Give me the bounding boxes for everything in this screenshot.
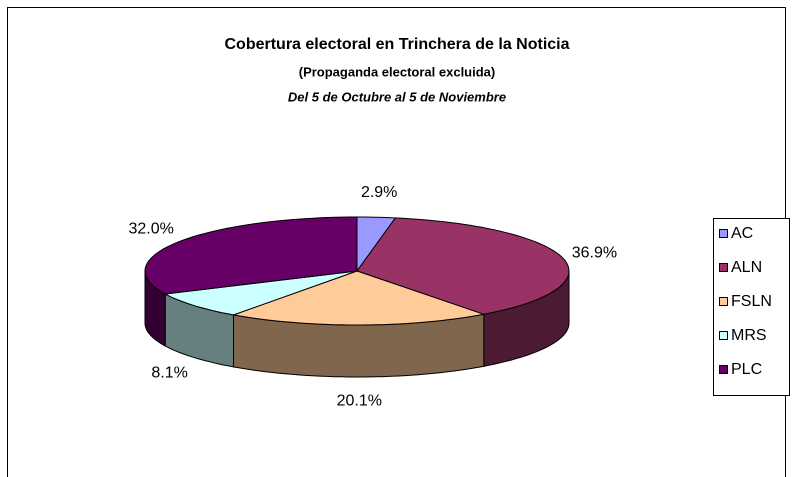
legend-label: ALN: [731, 259, 762, 276]
pie-slice: [144, 216, 358, 295]
legend-label: AC: [731, 225, 753, 242]
data-label: 20.1%: [337, 393, 382, 410]
legend-swatch: [719, 331, 728, 340]
legend-swatch: [719, 365, 728, 374]
data-label: 32.0%: [128, 220, 173, 237]
pie-slice: [163, 270, 358, 316]
legend-label: PLC: [731, 361, 762, 378]
data-label: 36.9%: [572, 244, 617, 261]
pie-slice: [356, 217, 570, 315]
chart-subtitle: (Propaganda electoral excluida): [299, 64, 496, 79]
chart-title: Cobertura electoral en Trinchera de la N…: [225, 36, 570, 53]
legend-swatch: [719, 229, 728, 238]
data-label: 2.9%: [361, 184, 397, 201]
pie-slice: [231, 270, 486, 326]
legend-label: FSLN: [731, 293, 772, 310]
legend-swatch: [719, 297, 728, 306]
chart-period: Del 5 de Octubre al 5 de Noviembre: [288, 89, 506, 104]
legend-label: MRS: [731, 327, 767, 344]
legend-swatch: [719, 263, 728, 272]
data-label: 8.1%: [151, 364, 187, 381]
